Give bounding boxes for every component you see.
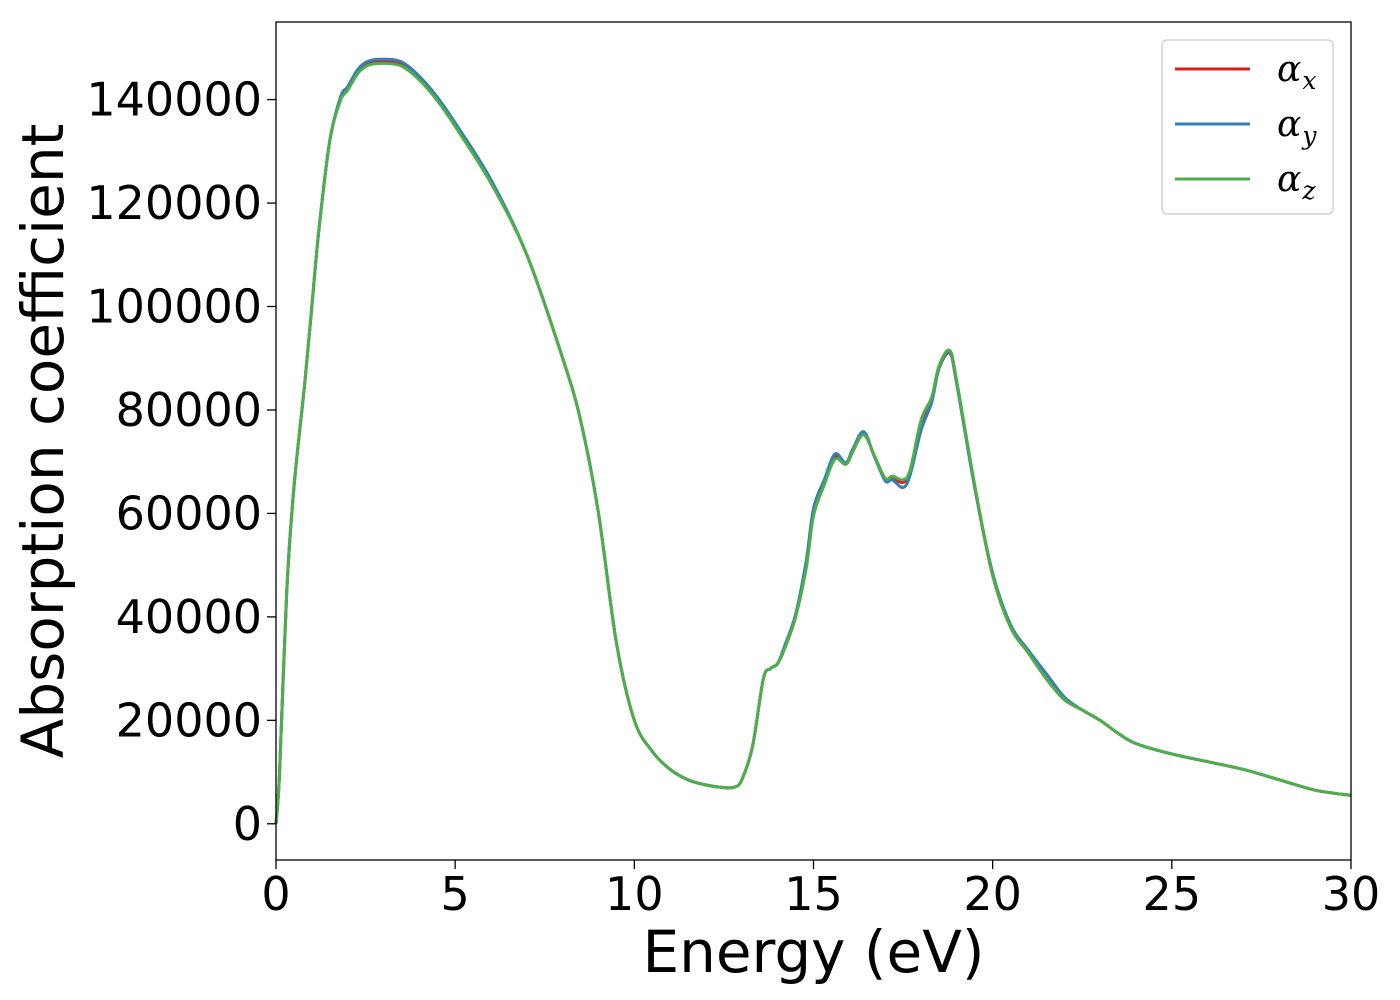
y-tick-label: 60000 xyxy=(116,486,262,540)
x-tick-label: 20 xyxy=(963,867,1022,921)
y-axis: 0 20000 40000 60000 80000 100000 120000 140000 xyxy=(86,73,276,851)
series-line-alpha-z xyxy=(274,61,1352,824)
series-layer xyxy=(274,57,1352,824)
y-tick-label: 120000 xyxy=(86,176,262,230)
y-tick-label: 0 xyxy=(233,797,262,851)
x-tick-label: 0 xyxy=(261,867,290,921)
legend-subscript: x xyxy=(1302,66,1316,95)
legend-subscript: y xyxy=(1301,121,1317,150)
y-tick-label: 40000 xyxy=(116,590,262,644)
y-tick-label: 20000 xyxy=(116,693,262,747)
x-tick-label: 10 xyxy=(605,867,664,921)
x-axis-title: Energy (eV) xyxy=(642,918,984,986)
y-tick-label: 140000 xyxy=(86,73,262,127)
x-axis: 0 5 10 15 20 25 30 xyxy=(261,860,1380,921)
y-tick-label: 100000 xyxy=(86,280,262,334)
x-tick-label: 5 xyxy=(441,867,470,921)
y-tick-label: 80000 xyxy=(116,383,262,437)
legend-subscript: z xyxy=(1301,176,1316,205)
x-tick-label: 15 xyxy=(784,867,843,921)
x-tick-label: 30 xyxy=(1322,867,1381,921)
x-tick-label: 25 xyxy=(1143,867,1202,921)
legend-box xyxy=(1161,39,1334,215)
y-axis-title: Absorption coefficient xyxy=(9,124,77,759)
